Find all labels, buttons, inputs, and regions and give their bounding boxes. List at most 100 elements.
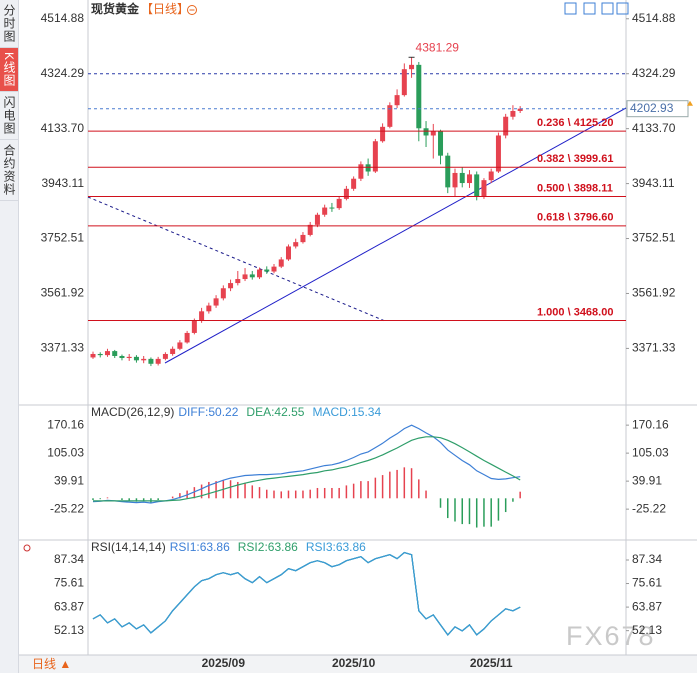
fib-label: 0.236 \ 4125.20 <box>537 117 613 129</box>
candle-body <box>249 274 255 278</box>
y-tick-label: 4324.29 <box>41 66 85 80</box>
candle-body <box>264 269 270 272</box>
candle-body <box>119 355 125 359</box>
side-tab[interactable]: 合约资料 <box>0 140 18 202</box>
candle-body <box>503 116 509 136</box>
candle-body <box>213 298 219 306</box>
y-tick-label: 3371.33 <box>41 341 85 355</box>
candle-body <box>481 180 487 197</box>
price-tag-label: 4202.93 <box>630 101 674 115</box>
candle-body <box>104 351 110 356</box>
legend-entry: RSI2:63.86 <box>238 540 298 554</box>
y-tick-label: 4133.70 <box>632 121 676 135</box>
candle-body <box>257 269 263 278</box>
candle-body <box>271 266 277 272</box>
side-tab[interactable]: 分时图 <box>0 0 18 48</box>
trend-line <box>164 107 627 364</box>
candle-body <box>90 353 96 358</box>
indicator-title: RSI(14,14,14) <box>91 540 166 554</box>
y-tick-label: 39.91 <box>54 473 84 487</box>
legend-entry: RSI1:63.86 <box>170 540 230 554</box>
candle-body <box>133 356 139 361</box>
x-axis-bar <box>0 655 697 673</box>
tool-icon[interactable] <box>616 2 629 15</box>
candle-body <box>141 358 147 361</box>
fib-label: 1.000 \ 3468.00 <box>537 306 613 318</box>
y-tick-label: 87.34 <box>54 552 84 566</box>
candle-body <box>97 353 103 356</box>
sidebar: 分时图 K线图 闪电图 合约资料 <box>0 0 19 673</box>
y-tick-label: 105.03 <box>632 445 669 459</box>
y-tick-label: 3561.92 <box>632 286 676 300</box>
fib-label: 0.500 \ 3898.11 <box>537 182 613 194</box>
side-tab[interactable]: K线图 <box>0 48 18 93</box>
legend-entry: DEA:42.55 <box>246 405 304 419</box>
chart-subtitle[interactable]: 【日线】 <box>141 2 189 16</box>
legend-entry: RSI3:63.86 <box>306 540 366 554</box>
y-tick-label: 3752.51 <box>632 231 676 245</box>
candle-body <box>438 131 444 156</box>
y-tick-label: 63.87 <box>54 599 84 613</box>
y-tick-label: 3943.11 <box>42 176 85 190</box>
candle-body <box>170 348 176 354</box>
y-tick-label: -25.22 <box>632 501 666 515</box>
indicator-line <box>93 436 521 502</box>
x-tick-label: 2025/10 <box>332 656 376 670</box>
tool-icon[interactable] <box>601 2 614 15</box>
zoom-icon[interactable] <box>187 5 197 15</box>
watermark: FX678 <box>566 621 656 651</box>
side-tab[interactable]: 闪电图 <box>0 92 18 141</box>
candle-body <box>423 128 429 136</box>
candle-body <box>387 105 393 127</box>
candle-body <box>409 64 415 70</box>
y-tick-label: 52.13 <box>632 623 662 637</box>
y-tick-label: 4514.88 <box>41 11 85 25</box>
tool-icon[interactable] <box>583 2 596 15</box>
candle-body <box>452 172 458 188</box>
candle-body <box>300 234 306 243</box>
candle-body <box>112 351 118 356</box>
candle-body <box>358 164 364 179</box>
y-tick-label: 3561.92 <box>41 286 85 300</box>
y-tick-label: 75.61 <box>54 576 84 590</box>
indicator-line <box>92 424 521 504</box>
candle-body <box>285 246 291 260</box>
x-tick-label: 2025/11 <box>470 656 513 670</box>
period-selector[interactable]: 日线 ▲ <box>32 657 71 671</box>
price-tag <box>626 100 689 118</box>
indicator-title: MACD(26,12,9) <box>91 405 174 419</box>
y-tick-label: 52.13 <box>54 623 84 637</box>
y-tick-label: 170.16 <box>47 417 84 431</box>
candle-body <box>517 108 523 111</box>
candle-body <box>278 259 284 267</box>
fib-label: 0.382 \ 3999.61 <box>537 153 613 165</box>
candle-body <box>510 110 516 117</box>
candle-body <box>466 174 472 184</box>
candle-body <box>191 320 197 333</box>
candle-body <box>235 279 241 284</box>
y-tick-label: 105.03 <box>47 445 84 459</box>
candle-body <box>322 207 328 215</box>
candle-body <box>351 178 357 189</box>
y-tick-label: 3752.51 <box>41 231 85 245</box>
candle-body <box>416 64 422 129</box>
y-tick-label: -25.22 <box>50 501 84 515</box>
y-tick-label: 75.61 <box>632 576 662 590</box>
y-tick-label: 4324.29 <box>632 66 676 80</box>
candle-body <box>430 131 436 136</box>
price-arrow <box>687 100 693 106</box>
candle-body <box>314 214 320 225</box>
chart-title: 现货黄金 <box>91 1 140 16</box>
legend-entry: DIFF:50.22 <box>178 405 238 419</box>
candle-body <box>329 207 335 209</box>
tool-icon[interactable] <box>564 2 577 15</box>
candle-body <box>459 172 465 184</box>
candle-body <box>495 135 501 172</box>
candle-body <box>184 332 190 343</box>
y-tick-label: 3371.33 <box>632 341 676 355</box>
peak-label: 4381.29 <box>416 40 460 54</box>
candle-body <box>372 141 378 172</box>
candle-body <box>394 95 400 106</box>
